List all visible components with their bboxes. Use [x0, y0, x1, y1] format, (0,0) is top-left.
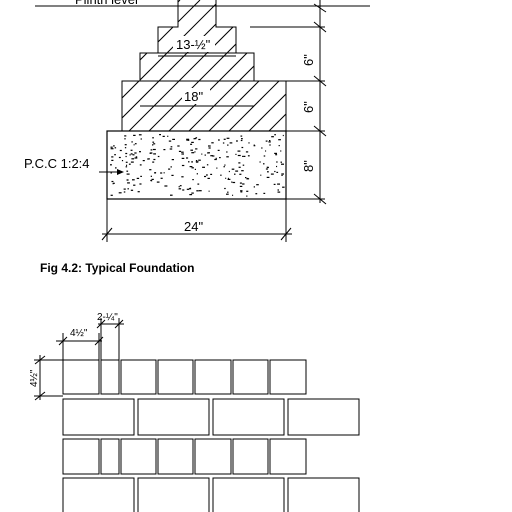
dim-lower-label: 8"	[301, 160, 316, 172]
header-tick-right	[94, 336, 104, 346]
brick	[137, 477, 210, 512]
dim-middle-label: 6"	[301, 101, 316, 113]
brick	[212, 398, 285, 436]
pcc-arrow-icon	[117, 169, 124, 175]
brick	[157, 359, 194, 395]
footing-left-outline	[121, 0, 179, 131]
brick	[269, 438, 307, 475]
height-dim-label: 4½"	[29, 369, 40, 387]
brick-bond-elevation: 4½" 2-¼" 4½"	[29, 311, 360, 512]
brick	[212, 477, 285, 512]
height-tick-top	[34, 355, 46, 365]
step1-label-bg	[173, 36, 215, 52]
closer-tick-right	[114, 319, 124, 329]
base-tick-right	[280, 227, 292, 241]
brick	[62, 438, 100, 475]
step2-label-bg	[182, 88, 210, 104]
brick	[62, 359, 100, 395]
brick	[120, 438, 157, 475]
brick	[232, 359, 269, 395]
brick	[100, 359, 120, 395]
height-tick-bottom	[34, 391, 46, 401]
closer-dim-label: 2-¼"	[97, 311, 118, 323]
brick	[269, 359, 307, 395]
foundation-section: Plinth level 13-½" 18" P.C.C 1:2:4	[24, 0, 370, 275]
brick	[62, 398, 135, 436]
brick	[137, 398, 210, 436]
header-tick-left	[58, 336, 68, 346]
pcc-label: P.C.C 1:2:4	[24, 156, 90, 171]
dim-upper-label: 6"	[301, 54, 316, 66]
step1-width-label: 13-½"	[176, 37, 211, 52]
base-tick-left	[101, 227, 113, 241]
step2-width-label: 18"	[184, 89, 203, 104]
header-dim-label: 4½"	[70, 328, 88, 339]
brick	[194, 359, 232, 395]
concrete-aggregate-texture	[110, 134, 285, 197]
base-width-label: 24"	[184, 219, 203, 234]
brick-footing-hatch	[122, 0, 286, 131]
brick	[232, 438, 269, 475]
brick	[100, 438, 120, 475]
brick	[287, 477, 360, 512]
pcc-concrete-base	[106, 130, 287, 200]
vertical-dimension-ticks	[313, 3, 327, 205]
brick-courses	[62, 359, 360, 512]
brick	[62, 477, 135, 512]
brick	[120, 359, 157, 395]
figure-caption: Fig 4.2: Typical Foundation	[40, 261, 194, 275]
footing-right-outline	[215, 0, 287, 131]
plinth-level-label: Plinth level	[75, 0, 138, 7]
closer-tick-left	[96, 319, 106, 329]
brick	[157, 438, 194, 475]
brick	[287, 398, 360, 436]
brick	[194, 438, 232, 475]
